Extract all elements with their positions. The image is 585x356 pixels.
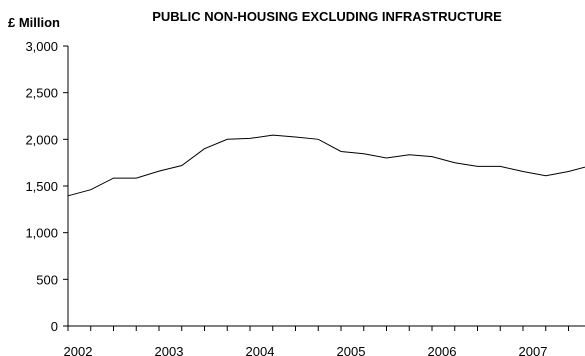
x-axis-ticks: 2002 2003 2004 2005 2006 2007 [64, 326, 569, 356]
y-axis-unit-label: £ Million [8, 15, 60, 30]
y-tick-label: 2,000 [25, 132, 58, 147]
y-tick-label: 500 [36, 272, 58, 287]
chart-title: PUBLIC NON-HOUSING EXCLUDING INFRASTRUCT… [152, 9, 502, 24]
y-tick-label: 1,000 [25, 226, 58, 241]
y-tick-label: 2,500 [25, 86, 58, 101]
y-tick-label: 1,500 [25, 179, 58, 194]
y-tick-label: 3,000 [25, 39, 58, 54]
series-line [67, 134, 585, 197]
y-tick-label: 0 [51, 319, 58, 334]
x-tick-label: 2003 [155, 344, 184, 356]
x-tick-label: 2002 [64, 344, 93, 356]
x-tick-label: 2004 [246, 344, 275, 356]
x-tick-label: 2007 [519, 344, 548, 356]
x-tick-label: 2006 [428, 344, 457, 356]
x-tick-label: 2005 [337, 344, 366, 356]
y-axis-ticks: 0 500 1,000 1,500 2,000 2,500 3,000 [25, 39, 68, 334]
